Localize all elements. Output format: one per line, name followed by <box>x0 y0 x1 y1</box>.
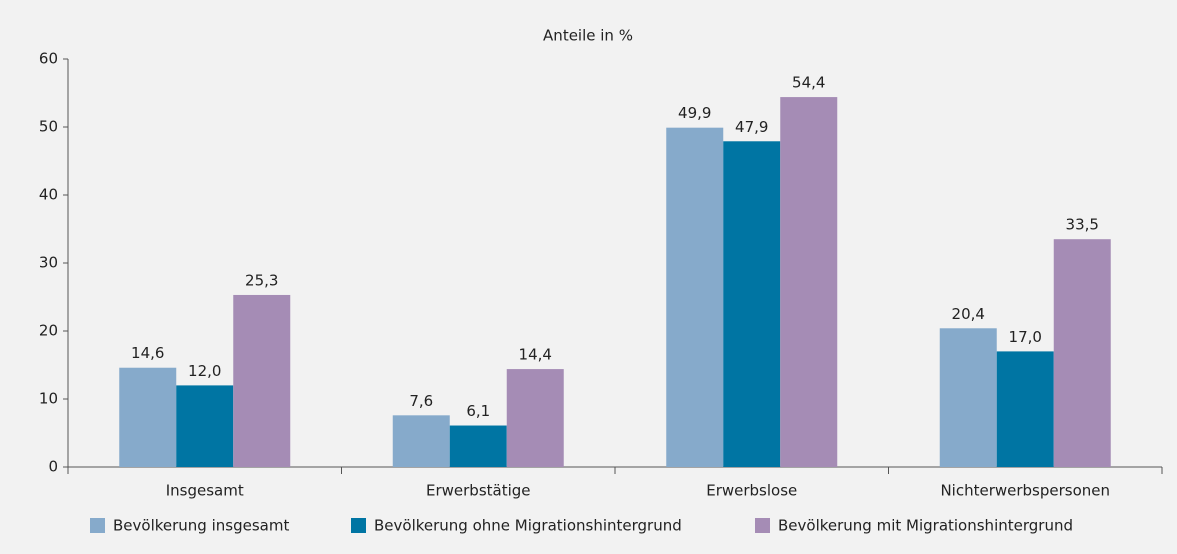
bar <box>723 141 781 467</box>
legend-swatch <box>351 518 366 533</box>
y-tick-label: 0 <box>48 458 58 476</box>
bar <box>176 385 234 467</box>
data-label: 14,4 <box>519 346 552 364</box>
bar <box>233 294 291 467</box>
x-tick-label: Erwerbslose <box>706 482 797 500</box>
data-label: 20,4 <box>952 305 985 323</box>
y-tick-label: 10 <box>39 390 58 408</box>
bar <box>666 127 724 468</box>
bar <box>392 415 450 467</box>
data-label: 54,4 <box>792 74 825 92</box>
legend-swatch <box>90 518 105 533</box>
data-label: 49,9 <box>678 104 711 122</box>
data-label: 33,5 <box>1066 216 1099 234</box>
bar <box>119 367 177 467</box>
x-tick-label: Erwerbstätige <box>426 482 531 500</box>
legend-label: Bevölkerung ohne Migrationshintergrund <box>374 517 682 535</box>
data-label: 12,0 <box>188 362 221 380</box>
x-tick-label: Nichterwerbspersonen <box>940 482 1110 500</box>
bar <box>780 97 838 467</box>
chart-title: Anteile in % <box>543 27 633 45</box>
data-label: 14,6 <box>131 344 164 362</box>
legend-label: Bevölkerung insgesamt <box>113 517 289 535</box>
bar <box>939 328 997 467</box>
data-label: 17,0 <box>1009 328 1042 346</box>
data-label: 47,9 <box>735 118 768 136</box>
bar <box>996 351 1054 467</box>
legend-swatch <box>755 518 770 533</box>
y-tick-label: 60 <box>39 50 58 68</box>
legend-label: Bevölkerung mit Migrationshintergrund <box>778 517 1073 535</box>
bar <box>449 425 507 467</box>
y-tick-label: 20 <box>39 322 58 340</box>
data-label: 25,3 <box>245 271 278 289</box>
bar <box>506 369 564 467</box>
data-label: 6,1 <box>466 402 490 420</box>
y-tick-label: 30 <box>39 254 58 272</box>
y-tick-label: 40 <box>39 186 58 204</box>
x-tick-label: Insgesamt <box>166 482 244 500</box>
y-tick-label: 50 <box>39 118 58 136</box>
data-label: 7,6 <box>409 392 433 410</box>
bar <box>1053 239 1111 467</box>
